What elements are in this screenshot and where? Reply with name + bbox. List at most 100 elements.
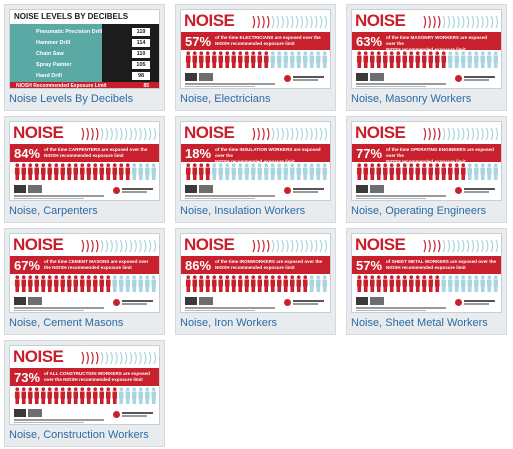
thumbnail-card[interactable]: NOISE LEVELS BY DECIBELS Pneumatic Precis… <box>4 4 165 111</box>
person-icon-exposed <box>27 275 33 292</box>
thumbnail-caption-link[interactable]: Noise, Insulation Workers <box>180 205 306 217</box>
thumbnail-card[interactable]: NOISE 84% of the time CARPENTERS are expos… <box>4 116 165 223</box>
decibel-row: Hand Drill 98 <box>18 72 150 81</box>
noise-poster-thumbnail[interactable]: NOISE 67% of the time CEMENT MASONS are ex… <box>9 233 160 313</box>
thumbnail-card[interactable]: NOISE 18% of the time INSULATION WORKERS a… <box>175 116 336 223</box>
thumbnail-card[interactable]: NOISE 63% of the time MASONRY WORKERS are … <box>346 4 507 111</box>
source-text-line <box>356 307 446 309</box>
poster-header: NOISE <box>181 122 330 144</box>
exposure-description: of the time OPERATING ENGINEERS are expo… <box>386 147 498 165</box>
person-icon-exposed <box>408 163 414 180</box>
agency-logo-icon <box>185 73 197 81</box>
person-icon-exposed <box>14 275 20 292</box>
exposure-percent: 84% <box>14 146 41 161</box>
decibel-value: 105 <box>132 61 150 69</box>
person-icon-exposed <box>415 275 421 292</box>
workers-pictogram <box>14 387 157 404</box>
person-icon-exposed <box>60 275 66 292</box>
thumbnail-card[interactable]: NOISE 86% of the time IRONWORKERS are expo… <box>175 228 336 335</box>
person-icon-not-exposed <box>486 275 492 292</box>
decibels-title: NOISE LEVELS BY DECIBELS <box>10 10 159 24</box>
source-text-line <box>14 422 84 423</box>
person-icon-exposed <box>356 163 362 180</box>
decibel-row: Spray Painter 105 <box>18 61 150 70</box>
sound-wave-icon <box>251 239 329 253</box>
thumbnail-caption-link[interactable]: Noise, Cement Masons <box>9 317 124 329</box>
person-icon-not-exposed <box>276 51 282 68</box>
source-text-line <box>185 195 275 197</box>
noise-poster-thumbnail[interactable]: NOISE 57% of SHEET METAL WORKERS are expos… <box>351 233 502 313</box>
person-icon-exposed <box>125 163 131 180</box>
thumbnail-caption-link[interactable]: Noise, Masonry Workers <box>351 93 472 105</box>
thumbnail-card[interactable]: NOISE 77% of the time OPERATING ENGINEERS … <box>346 116 507 223</box>
person-icon-exposed <box>192 163 198 180</box>
decibel-value: 119 <box>132 28 150 36</box>
person-icon-exposed <box>421 163 427 180</box>
agency-logo-icon <box>14 297 26 305</box>
agency-logo-icon <box>356 297 368 305</box>
source-text-line <box>14 310 84 311</box>
noise-poster-thumbnail[interactable]: NOISE 84% of the time CARPENTERS are expos… <box>9 121 160 201</box>
exposure-banner: 67% of the time CEMENT MASONS are exposed… <box>10 256 159 274</box>
person-icon-not-exposed <box>138 163 144 180</box>
person-icon-exposed <box>231 51 237 68</box>
exposure-description-line: of the time MASONRY WORKERS are exposed … <box>386 35 488 46</box>
thumbnail-caption-link[interactable]: Noise, Iron Workers <box>180 317 277 329</box>
noise-poster-thumbnail[interactable]: NOISE 86% of the time IRONWORKERS are expo… <box>180 233 331 313</box>
poster-footer <box>10 406 159 424</box>
thumbnail-caption-link[interactable]: Noise, Carpenters <box>9 205 98 217</box>
exposure-percent: 77% <box>356 146 383 161</box>
noise-poster-thumbnail[interactable]: NOISE 18% of the time INSULATION WORKERS a… <box>180 121 331 201</box>
person-icon-exposed <box>376 163 382 180</box>
thumbnail-card[interactable]: NOISE 67% of the time CEMENT MASONS are ex… <box>4 228 165 335</box>
exposure-banner: 84% of the time CARPENTERS are exposed ov… <box>10 144 159 162</box>
person-icon-exposed <box>73 163 79 180</box>
thumbnail-caption-link[interactable]: Noise, Electricians <box>180 93 271 105</box>
person-icon-not-exposed <box>315 51 321 68</box>
thumbnail-caption-link[interactable]: Noise, Construction Workers <box>9 429 149 441</box>
person-icon-not-exposed <box>473 275 479 292</box>
exposure-banner: 57% of SHEET METAL WORKERS are exposed ov… <box>352 256 501 274</box>
person-icon-exposed <box>402 163 408 180</box>
person-icon-not-exposed <box>460 51 466 68</box>
person-icon-not-exposed <box>118 275 124 292</box>
exposure-percent: 73% <box>14 370 41 385</box>
decibel-value: 110 <box>132 50 150 58</box>
person-icon-not-exposed <box>237 163 243 180</box>
noise-wordmark: NOISE <box>355 11 406 30</box>
exposure-description-line: of the time OPERATING ENGINEERS are expo… <box>386 147 494 158</box>
person-icon-exposed <box>257 51 263 68</box>
person-icon-not-exposed <box>131 387 137 404</box>
exposure-description-line: NIOSH recommended exposure limit <box>215 265 295 270</box>
person-icon-exposed <box>395 275 401 292</box>
noise-poster-thumbnail[interactable]: NOISE 57% of the time ELECTRICIANS are exp… <box>180 9 331 89</box>
person-icon-exposed <box>86 387 92 404</box>
person-icon-not-exposed <box>309 275 315 292</box>
person-icon-exposed <box>192 275 198 292</box>
person-icon-exposed <box>53 275 59 292</box>
person-icon-not-exposed <box>322 275 328 292</box>
source-text-line <box>356 86 426 87</box>
person-icon-exposed <box>47 275 53 292</box>
thumbnail-caption-link[interactable]: Noise Levels By Decibels <box>9 93 134 105</box>
person-icon-exposed <box>198 163 204 180</box>
thumbnail-caption-link[interactable]: Noise, Sheet Metal Workers <box>351 317 488 329</box>
person-icon-exposed <box>263 51 269 68</box>
noise-poster-thumbnail[interactable]: NOISE 63% of the time MASONRY WORKERS are … <box>351 9 502 89</box>
exposure-limit-bar: NIOSH Recommended Exposure Limit 85 <box>10 82 159 88</box>
thumbnail-card[interactable]: NOISE 73% of ALL CONSTRUCTION WORKERS are … <box>4 340 165 447</box>
decibel-source-label: Chain Saw <box>36 51 64 57</box>
thumbnail-caption-link[interactable]: Noise, Operating Engineers <box>351 205 487 217</box>
noise-poster-thumbnail[interactable]: NOISE 77% of the time OPERATING ENGINEERS … <box>351 121 502 201</box>
person-icon-exposed <box>185 51 191 68</box>
person-icon-exposed <box>112 387 118 404</box>
poster-footer <box>10 182 159 200</box>
thumbnail-card[interactable]: NOISE 57% of SHEET METAL WORKERS are expos… <box>346 228 507 335</box>
noise-poster-thumbnail[interactable]: NOISE 73% of ALL CONSTRUCTION WORKERS are … <box>9 345 160 425</box>
person-icon-exposed <box>244 275 250 292</box>
thumbnail-card[interactable]: NOISE 57% of the time ELECTRICIANS are exp… <box>175 4 336 111</box>
cpwr-logo-icon <box>455 299 495 306</box>
person-icon-not-exposed <box>486 51 492 68</box>
workers-pictogram <box>185 51 328 68</box>
decibels-chart-thumbnail[interactable]: NOISE LEVELS BY DECIBELS Pneumatic Precis… <box>9 9 160 89</box>
